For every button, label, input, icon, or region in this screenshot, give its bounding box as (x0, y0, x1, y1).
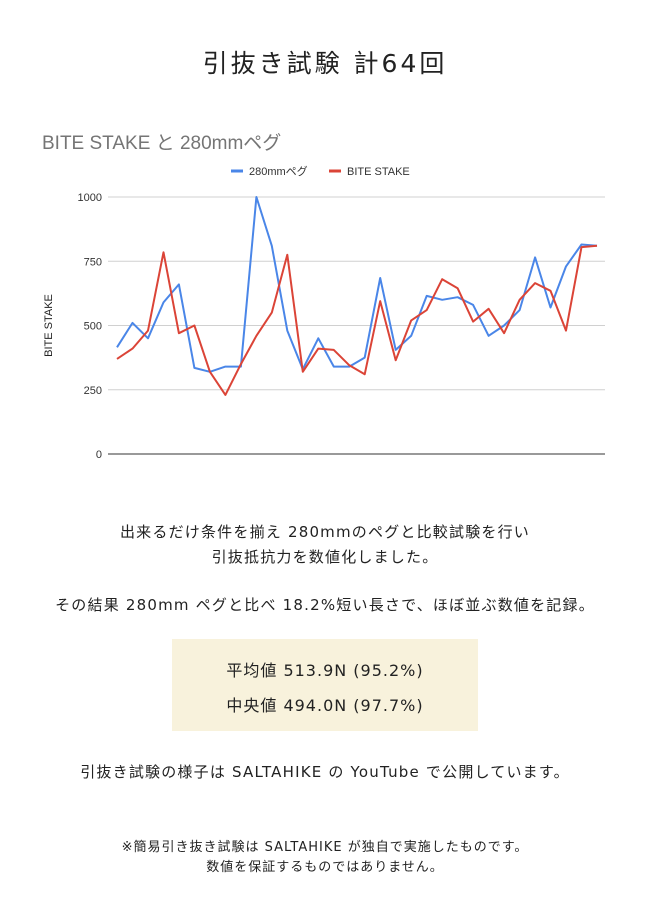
summary-average: 平均値 513.9N (95.2%) (226, 661, 424, 680)
y-tick-label: 0 (96, 449, 102, 461)
y-tick-label: 250 (84, 385, 102, 397)
page-title: 引抜き試験 計64回 (202, 49, 448, 78)
y-tick-label: 1000 (78, 192, 102, 204)
youtube-note: 引抜き試験の様子は SALTAHIKE の YouTube で公開しています。 (80, 763, 570, 781)
y-tick-label: 750 (84, 256, 102, 268)
legend-label: 280mmペグ (249, 164, 308, 178)
description-line-2: 引抜抵抗力を数値化しました。 (211, 548, 439, 566)
series-line-2 (116, 244, 598, 396)
series-line-1 (116, 196, 598, 373)
description-line-1: 出来るだけ条件を揃え 280mmのペグと比較試験を行い (119, 523, 531, 541)
footnote-line-2: 数値を保証するものではありません。 (206, 860, 444, 875)
legend-item: 280mmペグ (231, 164, 308, 178)
line-chart: 1000 750 500 250 0 BITE STAKE 280mmペグ BITE ST… (43, 164, 605, 461)
footnote-line-1: ※簡易引き抜き試験は SALTAHIKE が独自で実施したものです。 (121, 840, 529, 855)
chart-title: BITE STAKE と 280mmペグ (42, 133, 282, 154)
chart-gridlines (108, 196, 605, 455)
legend-item: BITE STAKE (329, 166, 410, 178)
y-tick-label: 500 (84, 321, 102, 333)
summary-median: 中央値 494.0N (97.7%) (226, 696, 424, 715)
legend-label: BITE STAKE (347, 166, 410, 178)
y-axis-label: BITE STAKE (43, 294, 55, 357)
chart-y-tick-labels: 1000 750 500 250 0 (78, 192, 102, 461)
chart-legend: 280mmペグ BITE STAKE (231, 164, 410, 178)
summary-box: 平均値 513.9N (95.2%) 中央値 494.0N (97.7%) (172, 639, 478, 731)
chart-series (116, 196, 598, 396)
description-result: その結果 280mm ペグと比べ 18.2%短い長さで、ほぼ並ぶ数値を記録。 (55, 596, 595, 614)
